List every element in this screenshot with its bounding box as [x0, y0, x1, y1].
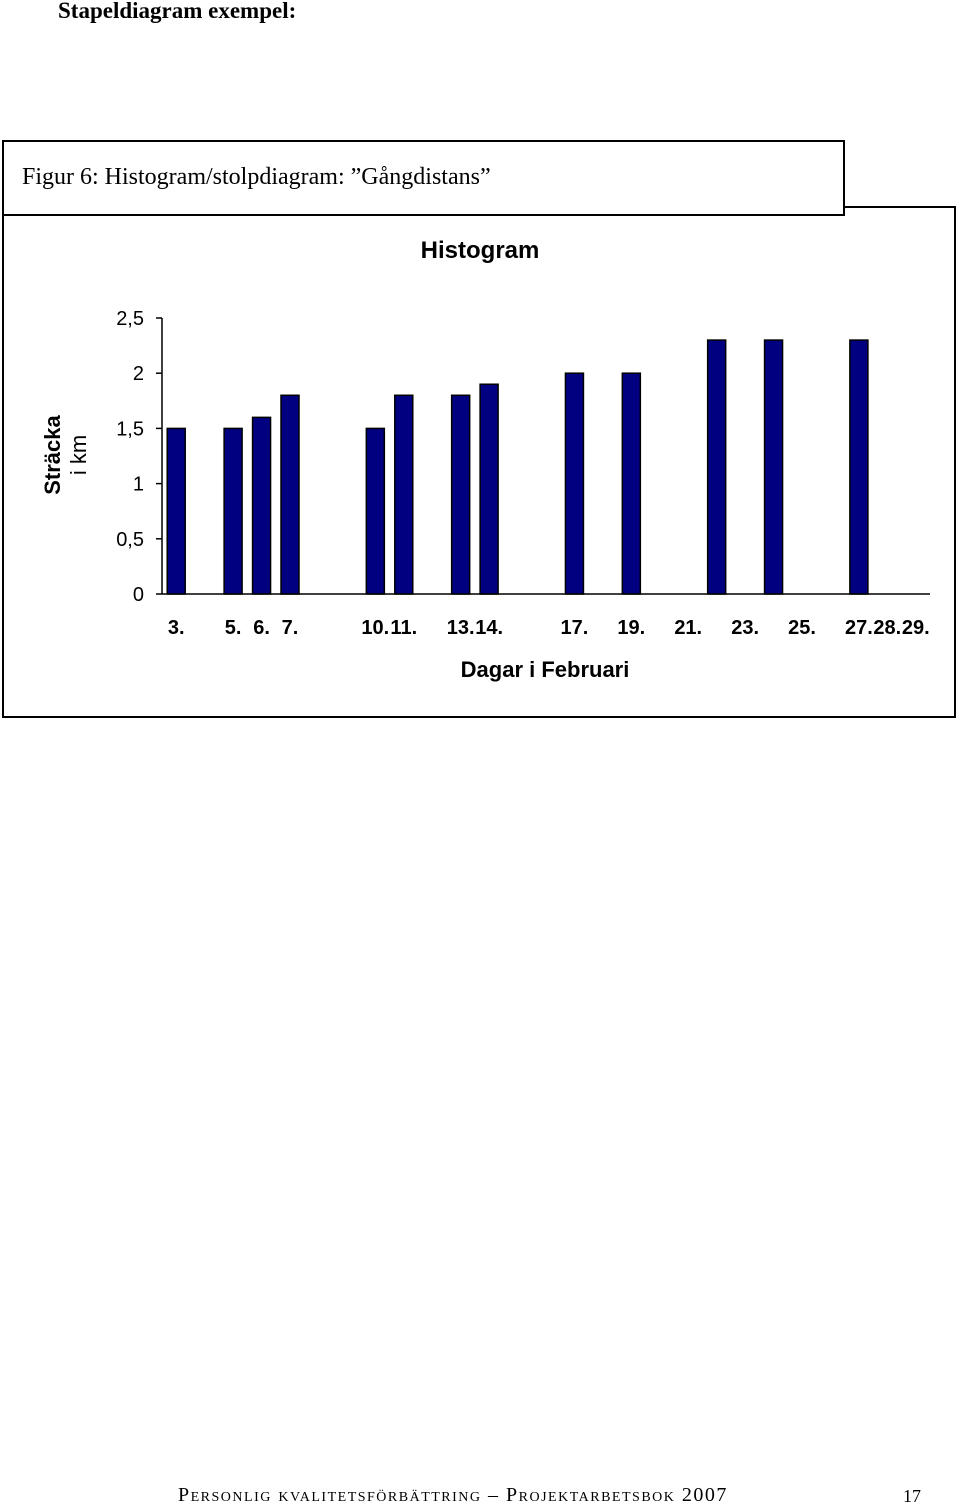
page-number: 17 — [903, 1486, 921, 1506]
bar-day-7 — [280, 394, 300, 595]
x-tick-label: 28. — [873, 617, 901, 639]
y-tick-label: 0 — [133, 584, 144, 606]
x-tick-label: 25. — [788, 617, 816, 639]
x-tick-label: 17. — [561, 617, 589, 639]
y-tick-label: 1,5 — [116, 418, 144, 440]
bar-chart: Histogram Sträckai km Dagar i Februari 0… — [40, 237, 930, 682]
chart-frame — [2, 206, 956, 718]
bar-day-13 — [450, 394, 471, 595]
page-footer: Personlig kvalitetsförbättring – Projekt… — [178, 1484, 728, 1506]
y-axis-ticks: 0 0,5 1 1,5 2 2,5 — [116, 308, 162, 606]
x-tick-label: 27. — [845, 617, 873, 639]
bar-day-3 — [166, 427, 186, 595]
figure-caption-box: Figur 6: Histogram/stolpdiagram: ”Gångdi… — [2, 140, 845, 216]
x-tick-label: 11. — [390, 617, 417, 639]
y-tick-label: 0,5 — [116, 529, 144, 551]
y-tick-label: 1 — [133, 474, 144, 496]
x-tick-label: 10. — [361, 617, 389, 639]
x-tick-label: 7. — [282, 617, 299, 639]
y-tick-label: 2 — [133, 363, 144, 385]
x-tick-label: 3. — [168, 617, 185, 639]
x-axis-label: Dagar i Februari — [461, 657, 630, 682]
bar-day-19 — [621, 372, 642, 595]
y-axis-label: Sträckai km — [40, 414, 91, 494]
x-tick-label: 14. — [475, 617, 503, 639]
x-axis-ticks: 3. 5. 6. 7. 10. 11. 13. 14. 17. 19. 21. 23. 25. 27. 28… — [168, 617, 930, 639]
bar-day-5 — [223, 427, 243, 595]
x-tick-label: 5. — [225, 617, 242, 639]
x-tick-label: 29. — [902, 617, 930, 639]
x-tick-label: 6. — [253, 617, 270, 639]
bar-day-6 — [251, 416, 272, 595]
figure-caption: Figur 6: Histogram/stolpdiagram: ”Gångdi… — [22, 164, 491, 190]
bar-day-24 — [763, 339, 784, 595]
y-tick-label: 2,5 — [116, 308, 144, 330]
bar-day-11 — [394, 394, 414, 595]
chart-title: Histogram — [421, 237, 540, 264]
bar-day-22 — [706, 339, 727, 595]
x-tick-label: 23. — [731, 617, 759, 639]
x-tick-label: 19. — [617, 617, 645, 639]
bar-day-27 — [849, 339, 869, 595]
bar-day-10 — [365, 427, 386, 595]
page-heading: Stapeldiagram exempel: — [58, 0, 297, 23]
x-tick-label: 13. — [447, 617, 475, 639]
x-tick-label: 21. — [674, 617, 702, 639]
bar-day-14 — [479, 383, 499, 595]
bar-day-17 — [564, 372, 585, 595]
bars — [166, 339, 869, 595]
